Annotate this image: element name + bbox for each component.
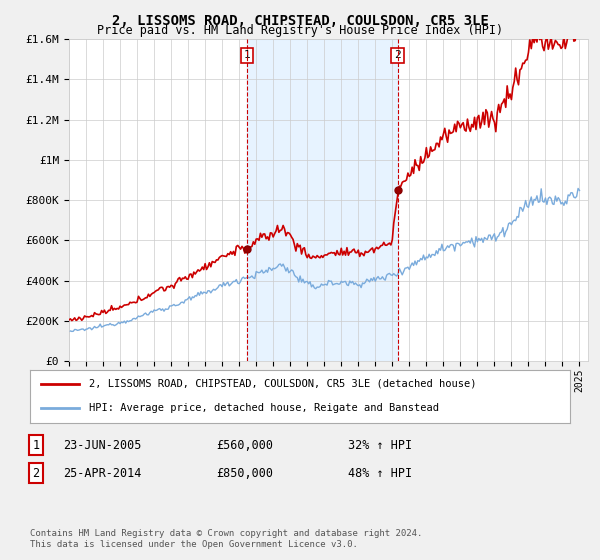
Text: 2, LISSOMS ROAD, CHIPSTEAD, COULSDON, CR5 3LE: 2, LISSOMS ROAD, CHIPSTEAD, COULSDON, CR…: [112, 14, 488, 28]
Text: 2: 2: [32, 466, 40, 480]
Text: Contains HM Land Registry data © Crown copyright and database right 2024.
This d: Contains HM Land Registry data © Crown c…: [30, 529, 422, 549]
Text: 48% ↑ HPI: 48% ↑ HPI: [348, 466, 412, 480]
Text: HPI: Average price, detached house, Reigate and Banstead: HPI: Average price, detached house, Reig…: [89, 403, 439, 413]
Text: Price paid vs. HM Land Registry's House Price Index (HPI): Price paid vs. HM Land Registry's House …: [97, 24, 503, 36]
Text: 2: 2: [394, 50, 401, 60]
Text: 1: 1: [244, 50, 251, 60]
Text: 2, LISSOMS ROAD, CHIPSTEAD, COULSDON, CR5 3LE (detached house): 2, LISSOMS ROAD, CHIPSTEAD, COULSDON, CR…: [89, 379, 477, 389]
Text: 1: 1: [32, 438, 40, 452]
Bar: [247, 39, 398, 361]
Text: 25-APR-2014: 25-APR-2014: [63, 466, 142, 480]
Text: £850,000: £850,000: [216, 466, 273, 480]
Text: 32% ↑ HPI: 32% ↑ HPI: [348, 438, 412, 452]
Text: 23-JUN-2005: 23-JUN-2005: [63, 438, 142, 452]
Text: £560,000: £560,000: [216, 438, 273, 452]
